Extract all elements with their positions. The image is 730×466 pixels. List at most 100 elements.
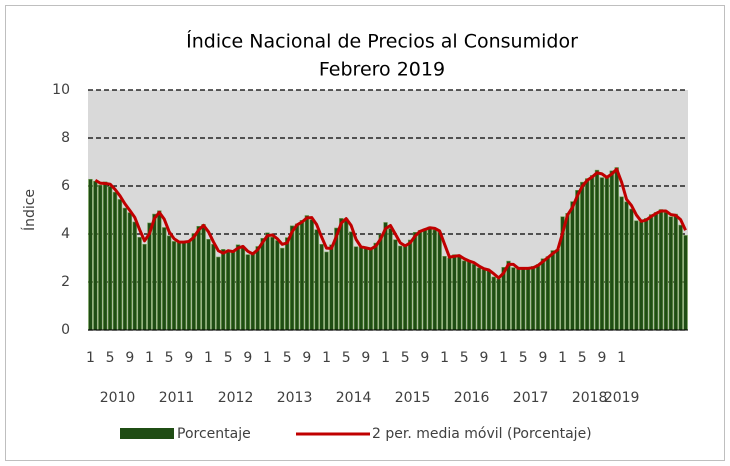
bar: [98, 184, 103, 331]
x-tick-label: 1: [145, 350, 154, 366]
y-tick-label: 8: [61, 130, 70, 146]
bar: [634, 220, 639, 331]
bar: [314, 229, 319, 331]
bar: [639, 221, 644, 331]
bar: [466, 260, 472, 331]
bar: [673, 213, 678, 331]
bar: [437, 231, 442, 331]
bar: [624, 201, 629, 331]
bar: [403, 245, 408, 331]
bar: [481, 269, 487, 331]
chart-subtitle: Febrero 2019: [319, 59, 445, 81]
bar: [540, 258, 546, 331]
bar: [107, 186, 113, 331]
bar: [629, 208, 634, 331]
y-tick-label: 4: [61, 226, 70, 242]
bar: [648, 214, 654, 331]
x-tick-label: 1: [440, 350, 449, 366]
bar: [535, 264, 541, 331]
bar: [555, 249, 560, 331]
bar: [486, 270, 491, 331]
x-tick-label: 1: [617, 350, 626, 366]
bar: [580, 181, 585, 331]
bar: [122, 207, 128, 331]
y-tick-label: 2: [61, 274, 70, 290]
bar: [521, 267, 526, 331]
bar: [201, 224, 206, 331]
bar: [294, 223, 300, 331]
x-tick-label: 9: [184, 350, 193, 366]
x-tick-label: 9: [243, 350, 252, 366]
bar: [127, 212, 132, 331]
bar: [196, 226, 201, 331]
year-label: 2014: [336, 390, 372, 406]
bar: [191, 233, 196, 331]
bar: [221, 249, 226, 331]
year-label: 2018: [572, 390, 608, 406]
bar: [585, 178, 590, 331]
x-tick-label: 1: [322, 350, 331, 366]
bar: [511, 267, 516, 331]
bar: [491, 276, 496, 331]
bar: [447, 257, 452, 331]
bar: [265, 232, 270, 331]
bar: [594, 169, 600, 331]
bar: [152, 213, 157, 331]
bar: [216, 256, 221, 331]
bar: [206, 238, 211, 331]
bar: [501, 267, 506, 331]
bar: [358, 246, 364, 331]
year-label: 2016: [454, 390, 490, 406]
year-label: 2012: [218, 390, 254, 406]
x-tick-label: 1: [499, 350, 508, 366]
bar: [353, 246, 359, 331]
bar: [289, 225, 295, 331]
bar: [678, 224, 683, 331]
bar: [599, 177, 605, 331]
bar: [417, 230, 423, 331]
bar: [117, 199, 123, 331]
bar: [575, 190, 580, 331]
bar: [427, 226, 432, 331]
x-tick-label: 5: [283, 350, 292, 366]
year-label: 2015: [395, 390, 431, 406]
x-tick-label: 5: [342, 350, 351, 366]
bar: [245, 254, 250, 331]
y-axis-label: Índice: [21, 189, 38, 231]
bar: [368, 249, 373, 331]
bar: [496, 278, 501, 331]
bar: [407, 239, 413, 331]
x-tick-label: 9: [302, 350, 311, 366]
bar: [373, 242, 378, 331]
bar: [530, 266, 536, 331]
x-tick-label: 9: [538, 350, 547, 366]
bar: [132, 221, 137, 331]
x-tick-label: 1: [381, 350, 390, 366]
bar: [383, 222, 388, 331]
bar: [142, 244, 147, 331]
bar: [186, 240, 191, 331]
bar: [240, 247, 246, 331]
bar: [255, 246, 260, 331]
bar: [550, 250, 555, 331]
bar: [162, 227, 167, 331]
bar: [516, 268, 521, 331]
bar: [614, 167, 619, 331]
bar: [457, 256, 462, 331]
x-tick-label: 1: [263, 350, 272, 366]
bar: [250, 252, 255, 331]
line-series: [94, 167, 687, 280]
bar: [668, 216, 673, 331]
y-tick-label: 6: [61, 178, 70, 194]
legend-label: 2 per. media móvil (Porcentaje): [372, 426, 592, 442]
bar: [166, 235, 172, 331]
year-label: 2010: [100, 390, 136, 406]
bar: [171, 241, 177, 331]
chart-title: Índice Nacional de Precios al Consumidor: [186, 30, 578, 53]
bar: [506, 260, 511, 331]
bar: [393, 239, 398, 331]
bar: [275, 240, 280, 331]
x-tick-label: 1: [204, 350, 213, 366]
bar: [285, 237, 290, 331]
bar: [103, 181, 108, 331]
